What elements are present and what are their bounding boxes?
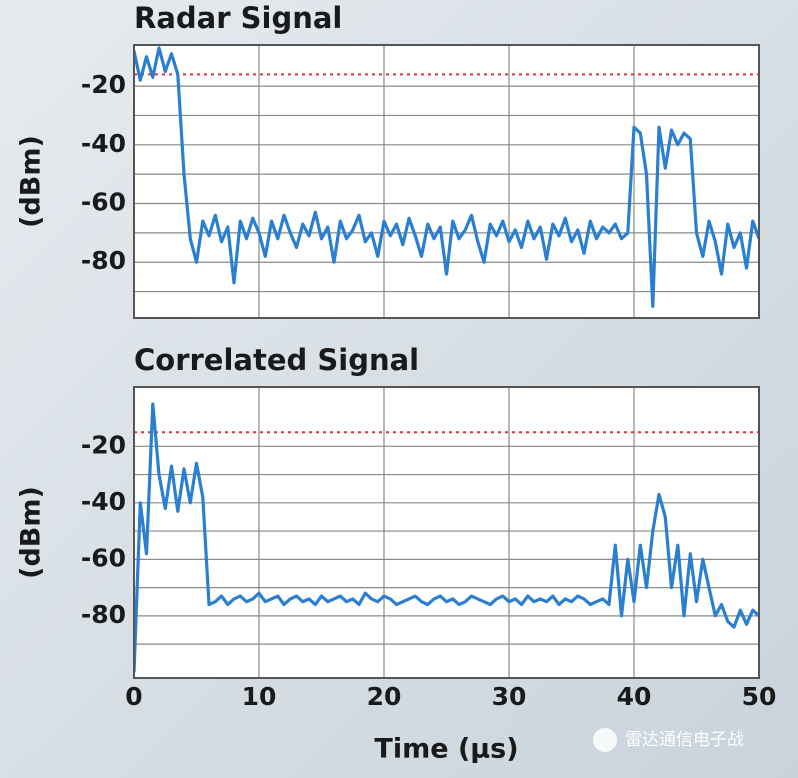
x-tick-label: 10	[242, 682, 277, 711]
y-tick-label: -20	[81, 70, 126, 99]
x-tick-label: 40	[617, 682, 652, 711]
y-tick-label: -60	[81, 188, 126, 217]
y-tick-label: -40	[81, 129, 126, 158]
x-tick-label: 30	[492, 682, 527, 711]
y-tick-label: -80	[81, 600, 126, 629]
y-tick-label: -20	[81, 430, 126, 459]
chart-title: Correlated Signal	[134, 343, 419, 377]
x-axis-label: Time (µs)	[374, 734, 518, 765]
y-tick-label: -60	[81, 543, 126, 572]
watermark-icon	[593, 728, 617, 752]
x-tick-label: 0	[125, 682, 142, 711]
plot-frame	[133, 44, 760, 319]
x-tick-label: 20	[367, 682, 402, 711]
signal-line	[134, 46, 759, 308]
y-tick-label: -80	[81, 246, 126, 275]
y-axis-label: (dBm)	[16, 486, 47, 579]
y-axis-label: (dBm)	[16, 135, 47, 228]
x-tick-label: 50	[742, 682, 777, 711]
plot-area	[134, 387, 759, 678]
y-tick-label: -40	[81, 487, 126, 516]
chart-title: Radar Signal	[134, 1, 342, 35]
plot-frame	[133, 386, 760, 679]
watermark: 雷达通信电子战	[625, 730, 744, 750]
signal-line	[134, 402, 759, 673]
